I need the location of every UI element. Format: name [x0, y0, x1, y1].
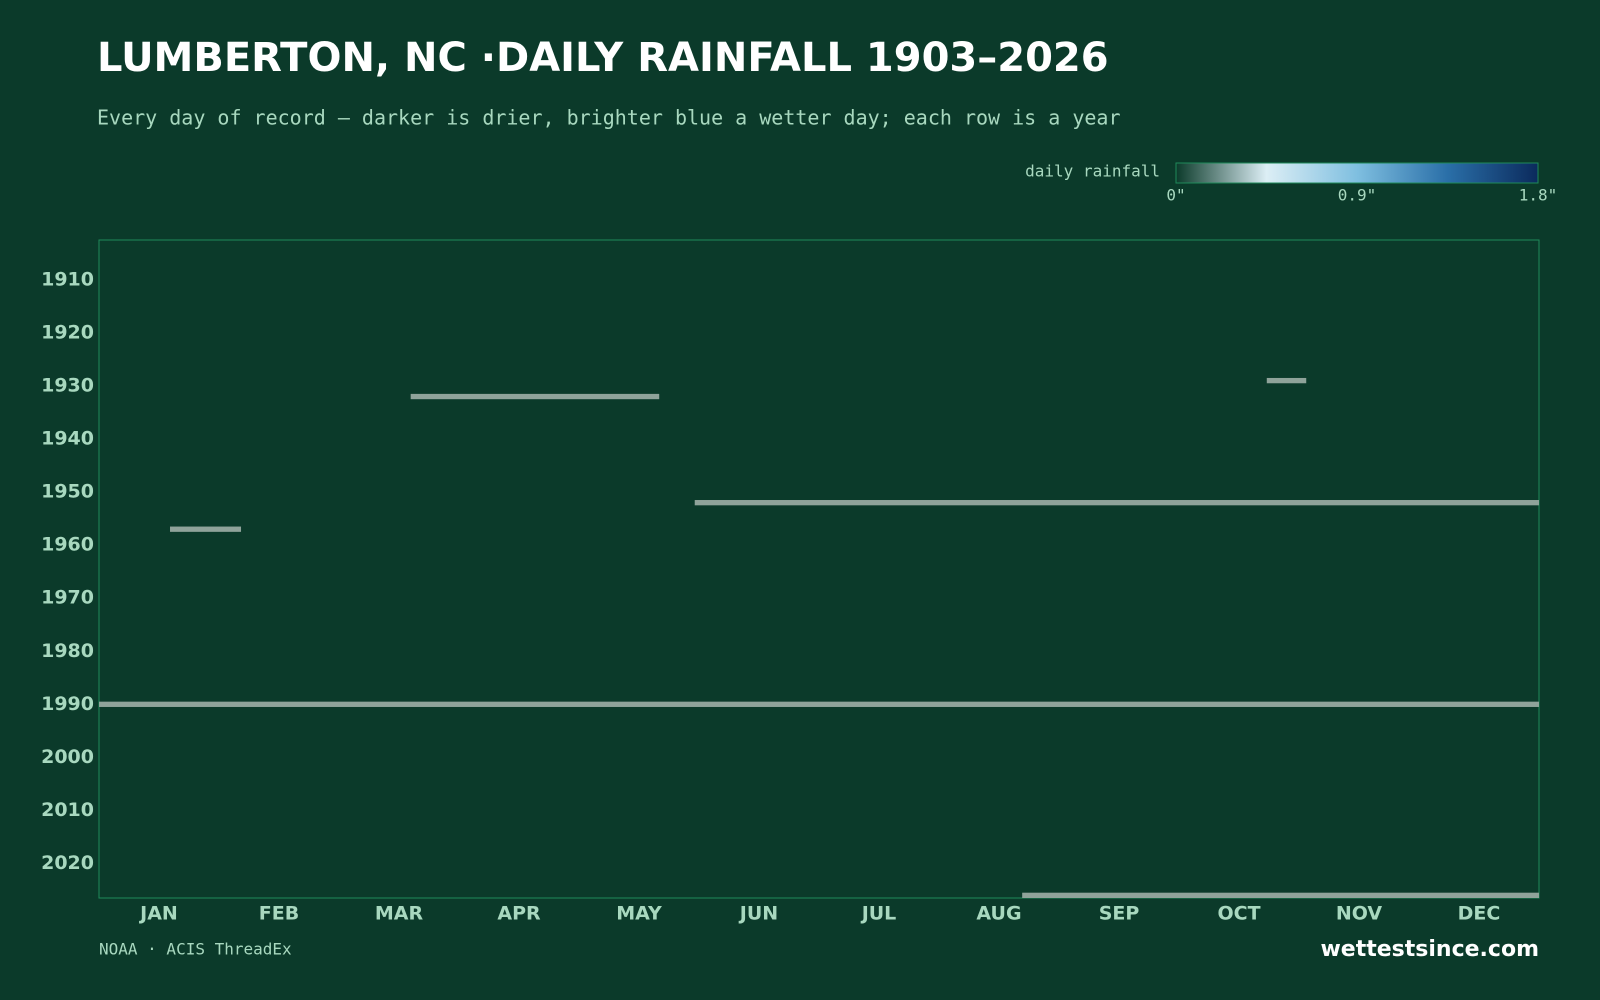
- y-tick-label: 2020: [41, 852, 94, 874]
- y-tick-label: 2010: [41, 799, 94, 821]
- missing-data: [99, 701, 1539, 707]
- brand: wettestsince.com: [1320, 937, 1539, 962]
- missing-data: [170, 526, 242, 532]
- missing-data: [694, 500, 1539, 506]
- x-tick-label: JUL: [860, 903, 897, 925]
- y-tick-label: 1930: [41, 374, 94, 396]
- x-tick-label: SEP: [1099, 903, 1140, 925]
- y-tick-label: 1960: [41, 534, 94, 556]
- missing-data: [1022, 892, 1539, 898]
- y-tick-label: 1980: [41, 640, 94, 662]
- colorbar-tick-label: 0": [1166, 186, 1185, 205]
- y-tick-label: 1910: [41, 268, 94, 290]
- y-tick-label: 1950: [41, 481, 94, 503]
- colorbar-tick-label: 1.8": [1519, 186, 1558, 205]
- x-tick-label: APR: [497, 903, 541, 925]
- x-tick-label: DEC: [1458, 903, 1501, 925]
- missing-data: [410, 393, 660, 400]
- x-tick-label: JUN: [738, 903, 778, 925]
- x-tick-label: JAN: [138, 903, 178, 925]
- y-tick-label: 1970: [41, 587, 94, 609]
- colorbar-label: daily rainfall: [1025, 162, 1160, 181]
- colorbar-tick-label: 0.9": [1338, 186, 1377, 205]
- x-tick-label: NOV: [1336, 903, 1383, 925]
- plot-area: [98, 239, 1540, 899]
- y-tick-label: 1990: [41, 693, 94, 715]
- y-tick-label: 2000: [41, 746, 94, 768]
- x-tick-label: MAY: [616, 903, 662, 925]
- colorbar: [1175, 162, 1539, 184]
- chart-subtitle: Every day of record — darker is drier, b…: [97, 106, 1121, 130]
- source: NOAA · ACIS ThreadEx: [99, 940, 292, 959]
- y-tick-label: 1920: [41, 321, 94, 343]
- y-tick-label: 1940: [41, 427, 94, 449]
- x-tick-label: AUG: [976, 903, 1021, 925]
- chart-title: LUMBERTON, NC ·DAILY RAINFALL 1903–2026: [97, 35, 1109, 81]
- missing-data: [1266, 377, 1307, 384]
- x-tick-label: MAR: [375, 903, 424, 925]
- x-tick-label: OCT: [1217, 903, 1260, 925]
- x-tick-label: FEB: [259, 903, 299, 925]
